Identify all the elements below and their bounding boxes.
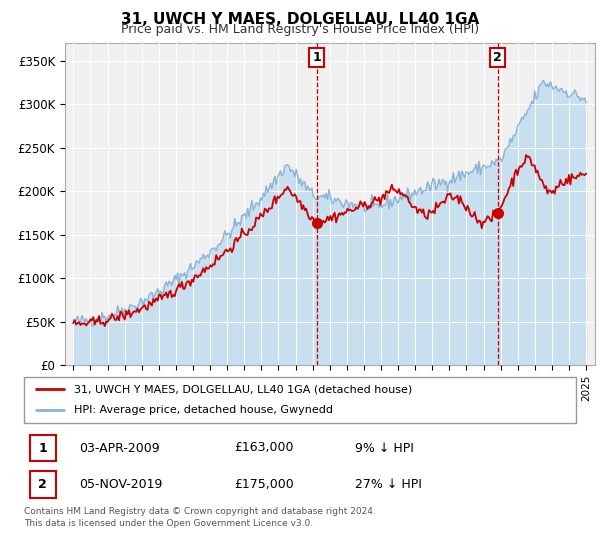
Text: 2: 2 bbox=[38, 478, 47, 491]
Bar bbox=[29, 435, 56, 461]
Text: 2: 2 bbox=[493, 51, 502, 64]
Text: 9% ↓ HPI: 9% ↓ HPI bbox=[355, 441, 414, 455]
Text: £163,000: £163,000 bbox=[234, 441, 293, 455]
Text: Contains HM Land Registry data © Crown copyright and database right 2024.
This d: Contains HM Land Registry data © Crown c… bbox=[24, 507, 376, 528]
Text: 05-NOV-2019: 05-NOV-2019 bbox=[79, 478, 163, 491]
Text: 1: 1 bbox=[313, 51, 321, 64]
Text: 1: 1 bbox=[38, 441, 47, 455]
Text: HPI: Average price, detached house, Gwynedd: HPI: Average price, detached house, Gwyn… bbox=[74, 405, 332, 416]
Text: 27% ↓ HPI: 27% ↓ HPI bbox=[355, 478, 422, 491]
Text: 31, UWCH Y MAES, DOLGELLAU, LL40 1GA: 31, UWCH Y MAES, DOLGELLAU, LL40 1GA bbox=[121, 12, 479, 26]
Text: 03-APR-2009: 03-APR-2009 bbox=[79, 441, 160, 455]
Text: £175,000: £175,000 bbox=[234, 478, 293, 491]
Text: 31, UWCH Y MAES, DOLGELLAU, LL40 1GA (detached house): 31, UWCH Y MAES, DOLGELLAU, LL40 1GA (de… bbox=[74, 384, 412, 394]
Bar bbox=[29, 471, 56, 498]
Text: Price paid vs. HM Land Registry's House Price Index (HPI): Price paid vs. HM Land Registry's House … bbox=[121, 23, 479, 36]
